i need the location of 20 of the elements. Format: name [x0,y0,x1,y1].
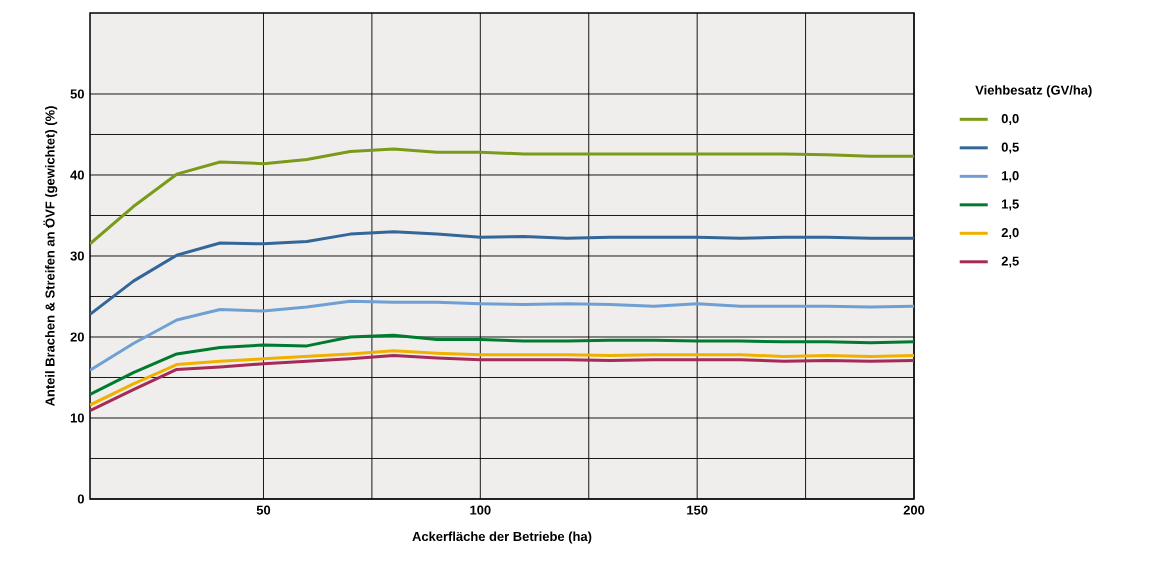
x-tick-label: 50 [256,505,271,515]
y-tick-label: 40 [70,170,84,180]
legend-title: Viehbesatz (GV/ha) [975,85,1092,98]
x-tick-label: 200 [903,505,925,515]
legend-label: 0,5 [1001,142,1019,154]
y-tick-label: 30 [70,251,84,261]
legend-label: 1,0 [1002,171,1019,183]
x-tick-label: 100 [470,505,491,515]
x-axis-title: Ackerfläche der Betriebe (ha) [412,531,592,544]
legend-label: 0,0 [1001,114,1019,126]
x-tick-label: 150 [687,505,708,515]
y-tick-label: 20 [70,332,84,342]
y-tick-label: 0 [77,494,84,504]
legend-label: 2,5 [1001,256,1019,268]
y-tick-label: 50 [70,89,84,99]
y-axis-title: Anteil Brachen & Streifen an ÖVF (gewichtet) (%) [43,106,58,407]
legend-label: 2,0 [1001,228,1019,240]
y-tick-label: 10 [70,413,84,423]
legend-label: 1,5 [1002,199,1019,211]
line-series [90,333,915,396]
